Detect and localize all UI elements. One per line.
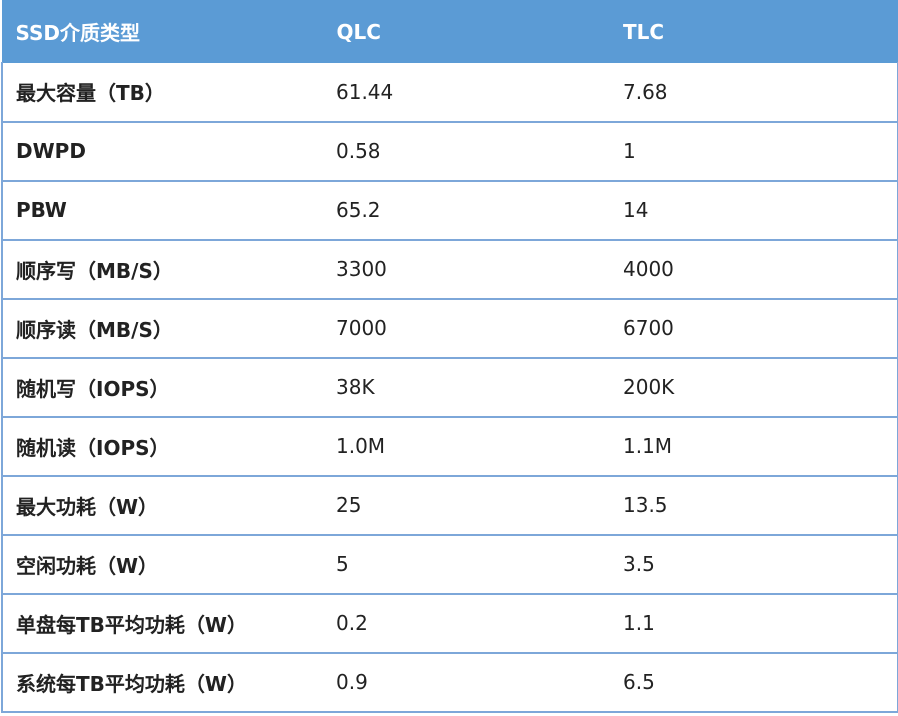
table-row: DWPD 0.58 1 (1, 121, 898, 182)
cell: 3300 (323, 239, 610, 300)
table-row: PBW 65.2 14 (1, 180, 898, 241)
row-label: DWPD (1, 121, 323, 182)
cell: 200K (610, 357, 898, 418)
header-cell: TLC (610, 0, 898, 63)
row-label: 最大功耗（W） (1, 475, 323, 536)
header-cell: QLC (323, 0, 610, 63)
table-row: 单盘每TB平均功耗（W） 0.2 1.1 (1, 593, 898, 654)
cell: 7.68 (610, 62, 898, 123)
cell: 38K (323, 357, 610, 418)
cell: 5 (323, 534, 610, 595)
cell: 4000 (610, 239, 898, 300)
cell: 3.5 (610, 534, 898, 595)
cell: 0.2 (323, 593, 610, 654)
table-row: 顺序写（MB/S） 3300 4000 (1, 239, 898, 300)
row-label: 最大容量（TB） (1, 62, 323, 123)
row-label: 系统每TB平均功耗（W） (1, 652, 323, 713)
table-row: 顺序读（MB/S） 7000 6700 (1, 298, 898, 359)
cell: 6.5 (610, 652, 898, 713)
row-label: 顺序读（MB/S） (1, 298, 323, 359)
cell: 1 (610, 121, 898, 182)
cell: 6700 (610, 298, 898, 359)
cell: 0.9 (323, 652, 610, 713)
row-label: 空闲功耗（W） (1, 534, 323, 595)
row-label: 随机写（IOPS） (1, 357, 323, 418)
cell: 61.44 (323, 62, 610, 123)
table-row: 系统每TB平均功耗（W） 0.9 6.5 (1, 652, 898, 713)
cell: 1.1 (610, 593, 898, 654)
table-row: 最大容量（TB） 61.44 7.68 (1, 62, 898, 123)
row-label: 顺序写（MB/S） (1, 239, 323, 300)
cell: 65.2 (323, 180, 610, 241)
header-cell: SSD介质类型 (1, 0, 324, 63)
cell: 25 (323, 475, 610, 536)
table-row: 随机写（IOPS） 38K 200K (1, 357, 898, 418)
cell: 7000 (323, 298, 610, 359)
cell: 1.0M (323, 416, 610, 477)
table-row: 空闲功耗（W） 5 3.5 (1, 534, 898, 595)
cell: 1.1M (610, 416, 898, 477)
row-label: PBW (1, 180, 323, 241)
row-label: 单盘每TB平均功耗（W） (1, 593, 323, 654)
header-row: SSD介质类型 QLC TLC (1, 0, 898, 63)
table-row: 随机读（IOPS） 1.0M 1.1M (1, 416, 898, 477)
cell: 13.5 (610, 475, 898, 536)
table-body: 最大容量（TB） 61.44 7.68 DWPD 0.58 1 PBW 65.2 14 顺序写（M… (1, 62, 898, 713)
row-label: 随机读（IOPS） (1, 416, 323, 477)
cell: 0.58 (323, 121, 610, 182)
cell: 14 (610, 180, 898, 241)
table-row: 最大功耗（W） 25 13.5 (1, 475, 898, 536)
